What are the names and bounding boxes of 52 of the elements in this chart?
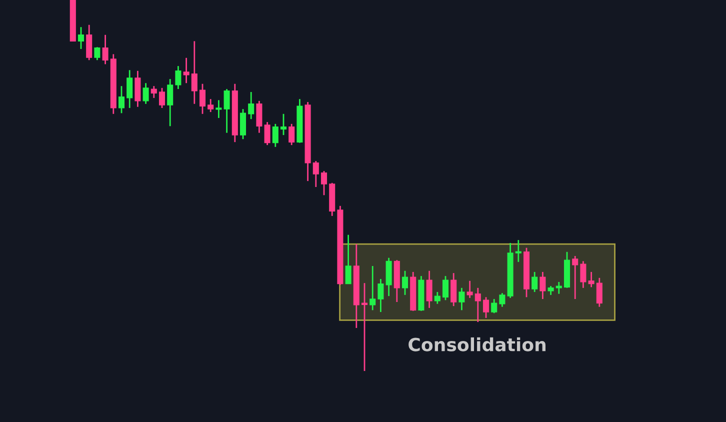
candlestick bbox=[94, 46, 100, 61]
candlestick bbox=[158, 87, 166, 109]
candlestick bbox=[256, 100, 262, 134]
candlestick bbox=[183, 57, 190, 84]
candlestick bbox=[118, 85, 125, 114]
candlestick bbox=[134, 70, 141, 108]
annotation: Consolidation bbox=[408, 337, 546, 352]
candlestick bbox=[515, 239, 522, 263]
candlestick bbox=[224, 88, 230, 134]
candlestick bbox=[150, 85, 157, 99]
candlestick bbox=[474, 287, 481, 323]
candlestick bbox=[167, 78, 174, 127]
candlestick bbox=[142, 82, 149, 105]
candlestick bbox=[240, 108, 246, 140]
candlestick bbox=[370, 265, 376, 311]
candlestick bbox=[216, 99, 222, 119]
candlestick bbox=[580, 260, 586, 289]
candlestick bbox=[86, 24, 92, 61]
candlestick bbox=[442, 275, 449, 301]
candlestick bbox=[361, 282, 368, 372]
candlestick bbox=[102, 34, 108, 65]
candlestick bbox=[402, 270, 408, 296]
candlestick bbox=[248, 91, 254, 120]
candlestick bbox=[78, 26, 84, 50]
candlestick bbox=[450, 272, 457, 307]
candlestick bbox=[386, 257, 392, 297]
candlestick bbox=[378, 278, 384, 313]
candlestick bbox=[458, 287, 465, 311]
candlestick bbox=[466, 280, 473, 299]
candlestick bbox=[556, 281, 562, 295]
candlestick bbox=[540, 271, 546, 300]
candlestick bbox=[320, 170, 328, 196]
candlestick bbox=[175, 65, 182, 90]
candlestick bbox=[126, 69, 133, 109]
candlestick bbox=[491, 298, 498, 314]
candlestick bbox=[572, 255, 578, 300]
candlestick bbox=[434, 291, 440, 305]
candlestick bbox=[532, 271, 538, 293]
candlestick bbox=[264, 121, 270, 146]
candlestick bbox=[345, 234, 352, 285]
candlestick bbox=[191, 40, 198, 105]
candlestick bbox=[272, 123, 278, 148]
candlestick bbox=[596, 277, 602, 308]
candlestick bbox=[312, 160, 319, 188]
candlestick bbox=[288, 123, 295, 146]
candlestick bbox=[280, 113, 287, 136]
candlestick bbox=[426, 270, 432, 309]
candlestick bbox=[588, 271, 594, 288]
candlestick bbox=[208, 98, 214, 113]
candlestick bbox=[499, 292, 506, 308]
candlestick bbox=[482, 296, 490, 319]
candlestick bbox=[199, 83, 206, 115]
